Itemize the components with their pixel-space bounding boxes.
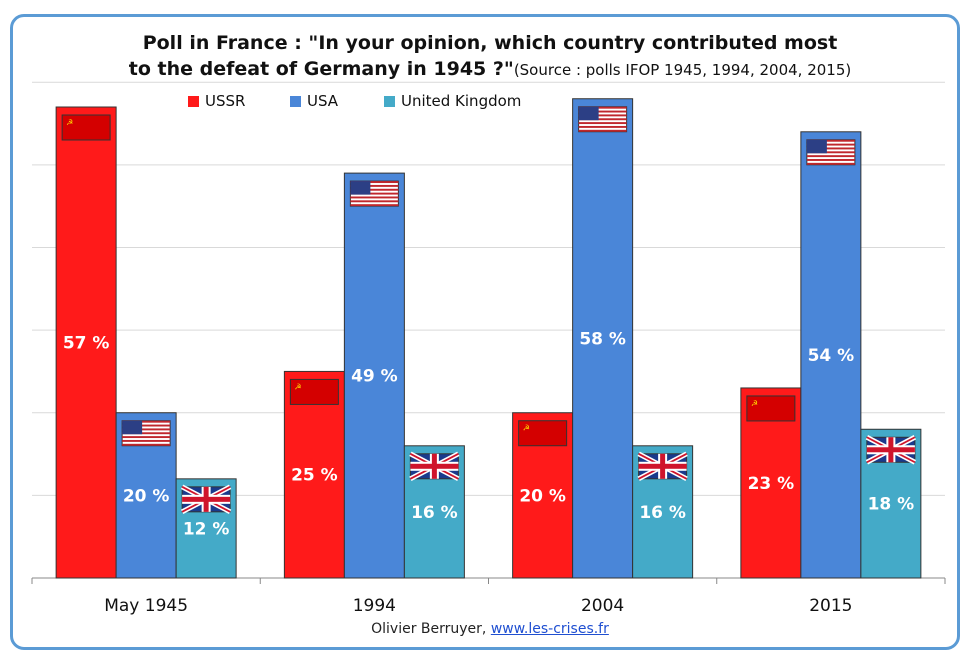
- credit-line: Olivier Berruyer, www.les-crises.fr: [0, 621, 980, 637]
- legend-swatch-ussr: [188, 96, 199, 107]
- soviet-flag-icon: ☭: [518, 420, 568, 447]
- credit-author: Olivier Berruyer,: [371, 621, 487, 637]
- us-flag-icon: [578, 106, 628, 133]
- chart-title: Poll in France : "In your opinion, which…: [0, 30, 980, 83]
- legend-swatch-uk: [384, 96, 395, 107]
- legend-item-uk: United Kingdom: [384, 92, 521, 110]
- uk-flag-icon: [180, 484, 232, 515]
- title-line-2-text: to the defeat of Germany in 1945 ?": [128, 58, 514, 80]
- value-label-usa-2015: 54 %: [808, 346, 855, 366]
- value-label-usa-1994: 49 %: [351, 367, 398, 387]
- uk-flag-icon: [409, 451, 460, 482]
- soviet-flag-icon: ☭: [289, 378, 339, 405]
- title-source: (Source : polls IFOP 1945, 1994, 2004, 2…: [513, 61, 852, 79]
- bar-ussr-1994: [283, 370, 345, 579]
- bar-ussr-may-1945: [55, 106, 117, 579]
- x-tick-label-2015: 2015: [809, 596, 852, 616]
- uk-flag-icon: [865, 435, 917, 465]
- value-label-united-kingdom-2015: 18 %: [868, 495, 915, 515]
- legend-item-ussr: USSR: [188, 92, 245, 110]
- credit-link[interactable]: www.les-crises.fr: [490, 621, 609, 637]
- legend-label-ussr: USSR: [205, 92, 246, 110]
- legend-label-uk: United Kingdom: [401, 92, 522, 110]
- value-label-ussr-1994: 25 %: [291, 466, 338, 486]
- svg-text:☭: ☭: [66, 118, 73, 127]
- x-tick-label-1994: 1994: [353, 596, 396, 616]
- us-flag-icon: [806, 139, 856, 166]
- bar-usa-1994: [343, 172, 405, 579]
- category-group-2015: ☭ 23 % 54 % 18 % 2015: [740, 131, 946, 616]
- value-label-usa-2004: 58 %: [579, 329, 626, 349]
- svg-text:☭: ☭: [294, 382, 301, 391]
- soviet-flag-icon: ☭: [61, 114, 111, 141]
- us-flag-icon: [349, 180, 399, 207]
- value-label-united-kingdom-1994: 16 %: [411, 503, 458, 523]
- category-group-may-1945: ☭ 57 % 20 % 12 % May 1945: [55, 106, 261, 616]
- x-tick-label-2004: 2004: [581, 596, 624, 616]
- bar-usa-2004: [572, 98, 634, 579]
- category-group-2004: ☭ 20 % 58 % 16 % 2004: [512, 98, 718, 616]
- value-label-united-kingdom-may-1945: 12 %: [183, 519, 230, 539]
- title-line-2: to the defeat of Germany in 1945 ?"(Sour…: [0, 56, 980, 83]
- title-line-1: Poll in France : "In your opinion, which…: [142, 32, 838, 54]
- uk-flag-icon: [637, 451, 688, 482]
- value-label-ussr-2015: 23 %: [748, 474, 795, 494]
- value-label-ussr-2004: 20 %: [519, 486, 566, 506]
- x-tick-label-may-1945: May 1945: [104, 596, 188, 616]
- category-group-1994: ☭ 25 % 49 % 16 % 1994: [283, 172, 489, 616]
- value-label-ussr-may-1945: 57 %: [63, 334, 110, 354]
- bar-usa-2015: [800, 131, 862, 579]
- us-flag-icon: [121, 420, 171, 447]
- legend-swatch-usa: [290, 96, 301, 107]
- value-label-united-kingdom-2004: 16 %: [639, 503, 686, 523]
- legend-item-usa: USA: [290, 92, 338, 110]
- soviet-flag-icon: ☭: [746, 395, 796, 422]
- svg-text:☭: ☭: [751, 399, 758, 408]
- svg-text:☭: ☭: [523, 424, 530, 433]
- value-label-usa-may-1945: 20 %: [123, 486, 170, 506]
- legend-label-usa: USA: [307, 92, 339, 110]
